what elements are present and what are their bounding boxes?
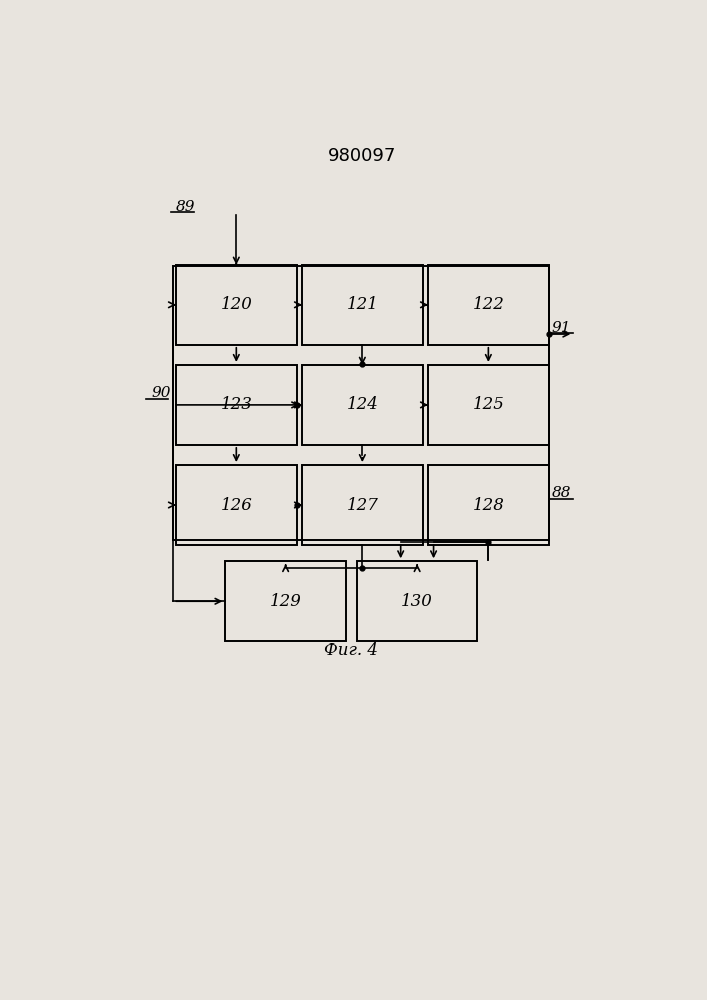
Text: 128: 128: [472, 496, 504, 514]
Text: 88: 88: [551, 486, 571, 500]
Bar: [428, 365, 549, 445]
Bar: [176, 265, 297, 345]
Bar: [302, 465, 423, 545]
Bar: [302, 365, 423, 445]
Text: Фиг. 4: Фиг. 4: [325, 642, 378, 659]
Text: 91: 91: [551, 321, 571, 335]
Text: 122: 122: [472, 296, 504, 313]
Bar: [428, 465, 549, 545]
Bar: [357, 561, 477, 641]
Bar: [176, 365, 297, 445]
Text: 127: 127: [346, 496, 378, 514]
Text: 125: 125: [472, 396, 504, 413]
Text: 980097: 980097: [328, 147, 397, 165]
Bar: [302, 265, 423, 345]
Text: 123: 123: [221, 396, 252, 413]
Bar: [226, 561, 346, 641]
Text: 90: 90: [151, 386, 171, 400]
Text: 120: 120: [221, 296, 252, 313]
Text: 89: 89: [176, 200, 196, 214]
Text: 126: 126: [221, 496, 252, 514]
Bar: [428, 265, 549, 345]
Bar: [176, 465, 297, 545]
Bar: [173, 266, 549, 540]
Text: 124: 124: [346, 396, 378, 413]
Text: 121: 121: [346, 296, 378, 313]
Text: 130: 130: [401, 593, 433, 610]
Text: 129: 129: [269, 593, 302, 610]
